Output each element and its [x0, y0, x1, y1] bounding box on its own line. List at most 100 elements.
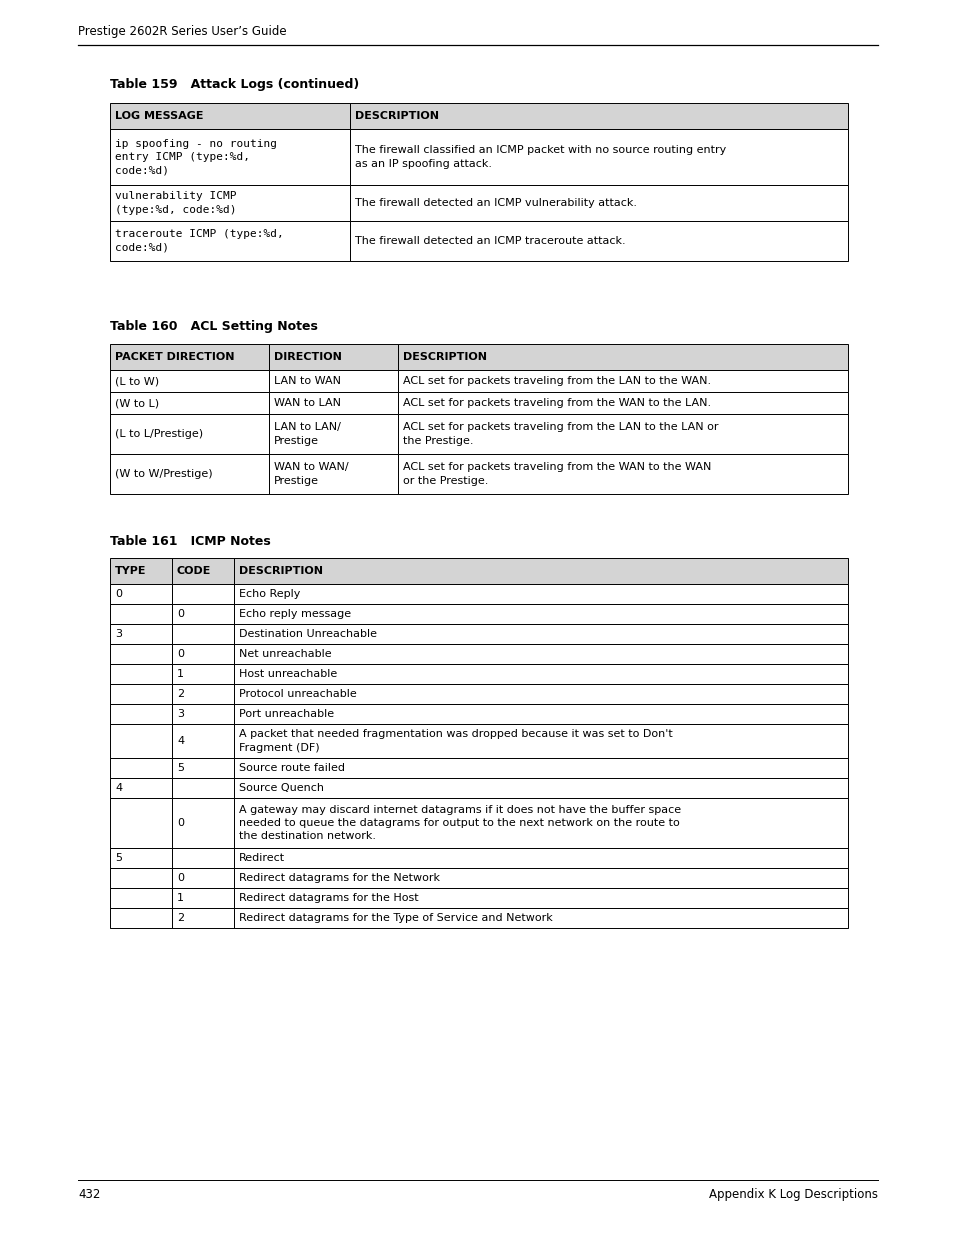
Bar: [350, 128, 847, 185]
Bar: [172, 868, 233, 888]
Bar: [172, 848, 233, 868]
Bar: [233, 558, 847, 584]
Bar: [110, 908, 172, 927]
Text: 3: 3: [115, 629, 122, 638]
Text: 5: 5: [115, 853, 122, 863]
Text: 0: 0: [177, 873, 184, 883]
Bar: [233, 868, 847, 888]
Text: ACL set for packets traveling from the LAN to the LAN or
the Prestige.: ACL set for packets traveling from the L…: [402, 422, 718, 446]
Text: (L to W): (L to W): [115, 375, 159, 387]
Text: (W to L): (W to L): [115, 398, 159, 408]
Text: CODE: CODE: [177, 566, 212, 576]
Bar: [172, 624, 233, 643]
Bar: [110, 185, 350, 221]
Text: Echo Reply: Echo Reply: [239, 589, 300, 599]
Text: WAN to LAN: WAN to LAN: [274, 398, 340, 408]
Bar: [110, 664, 172, 684]
Bar: [110, 345, 269, 370]
Bar: [110, 704, 172, 724]
Text: traceroute ICMP (type:%d,
code:%d): traceroute ICMP (type:%d, code:%d): [115, 230, 283, 253]
Text: The firewall classified an ICMP packet with no source routing entry
as an IP spo: The firewall classified an ICMP packet w…: [355, 146, 725, 169]
Bar: [172, 584, 233, 604]
Text: 4: 4: [177, 736, 184, 746]
Bar: [110, 643, 172, 664]
Text: (L to L/Prestige): (L to L/Prestige): [115, 429, 203, 438]
Bar: [233, 584, 847, 604]
Text: 2: 2: [177, 913, 184, 923]
Bar: [397, 370, 847, 391]
Text: Host unreachable: Host unreachable: [239, 669, 336, 679]
Text: Port unreachable: Port unreachable: [239, 709, 334, 719]
Bar: [233, 664, 847, 684]
Text: LOG MESSAGE: LOG MESSAGE: [115, 111, 203, 121]
Text: 0: 0: [115, 589, 122, 599]
Bar: [172, 664, 233, 684]
Text: 5: 5: [177, 763, 184, 773]
Bar: [110, 888, 172, 908]
Bar: [110, 724, 172, 758]
Text: The firewall detected an ICMP vulnerability attack.: The firewall detected an ICMP vulnerabil…: [355, 198, 637, 207]
Text: Redirect datagrams for the Network: Redirect datagrams for the Network: [239, 873, 439, 883]
Bar: [110, 454, 269, 494]
Text: Net unreachable: Net unreachable: [239, 650, 332, 659]
Bar: [172, 888, 233, 908]
Bar: [397, 454, 847, 494]
Bar: [110, 778, 172, 798]
Bar: [110, 414, 269, 454]
Text: DESCRIPTION: DESCRIPTION: [355, 111, 438, 121]
Text: Redirect datagrams for the Host: Redirect datagrams for the Host: [239, 893, 418, 903]
Bar: [397, 414, 847, 454]
Bar: [172, 908, 233, 927]
Text: Appendix K Log Descriptions: Appendix K Log Descriptions: [708, 1188, 877, 1200]
Text: 0: 0: [177, 818, 184, 827]
Bar: [233, 778, 847, 798]
Bar: [172, 758, 233, 778]
Text: Echo reply message: Echo reply message: [239, 609, 351, 619]
Bar: [269, 370, 397, 391]
Bar: [110, 604, 172, 624]
Bar: [233, 604, 847, 624]
Text: Table 161   ICMP Notes: Table 161 ICMP Notes: [110, 535, 271, 548]
Bar: [172, 724, 233, 758]
Text: 1: 1: [177, 669, 184, 679]
Text: 432: 432: [78, 1188, 100, 1200]
Text: A gateway may discard internet datagrams if it does not have the buffer space
ne: A gateway may discard internet datagrams…: [239, 805, 680, 841]
Text: Prestige 2602R Series User’s Guide: Prestige 2602R Series User’s Guide: [78, 25, 286, 38]
Text: Protocol unreachable: Protocol unreachable: [239, 689, 356, 699]
Bar: [172, 778, 233, 798]
Bar: [233, 643, 847, 664]
Text: ACL set for packets traveling from the LAN to the WAN.: ACL set for packets traveling from the L…: [402, 375, 710, 387]
Text: WAN to WAN/
Prestige: WAN to WAN/ Prestige: [274, 462, 348, 485]
Bar: [233, 888, 847, 908]
Text: Destination Unreachable: Destination Unreachable: [239, 629, 376, 638]
Bar: [110, 103, 350, 128]
Text: Source Quench: Source Quench: [239, 783, 324, 793]
Bar: [110, 758, 172, 778]
Bar: [233, 624, 847, 643]
Text: Source route failed: Source route failed: [239, 763, 345, 773]
Text: 0: 0: [177, 609, 184, 619]
Bar: [172, 704, 233, 724]
Bar: [110, 798, 172, 848]
Text: 3: 3: [177, 709, 184, 719]
Text: The firewall detected an ICMP traceroute attack.: The firewall detected an ICMP traceroute…: [355, 236, 625, 246]
Bar: [233, 798, 847, 848]
Text: DIRECTION: DIRECTION: [274, 352, 341, 362]
Text: 0: 0: [177, 650, 184, 659]
Bar: [350, 185, 847, 221]
Bar: [172, 558, 233, 584]
Bar: [110, 868, 172, 888]
Text: ACL set for packets traveling from the WAN to the WAN
or the Prestige.: ACL set for packets traveling from the W…: [402, 462, 710, 485]
Bar: [172, 604, 233, 624]
Bar: [110, 391, 269, 414]
Text: Table 159   Attack Logs (continued): Table 159 Attack Logs (continued): [110, 78, 359, 91]
Bar: [350, 103, 847, 128]
Bar: [397, 345, 847, 370]
Bar: [233, 758, 847, 778]
Text: DESCRIPTION: DESCRIPTION: [402, 352, 486, 362]
Bar: [110, 584, 172, 604]
Text: vulnerability ICMP
(type:%d, code:%d): vulnerability ICMP (type:%d, code:%d): [115, 191, 236, 215]
Text: TYPE: TYPE: [115, 566, 147, 576]
Bar: [110, 128, 350, 185]
Text: ip spoofing - no routing
entry ICMP (type:%d,
code:%d): ip spoofing - no routing entry ICMP (typ…: [115, 138, 276, 175]
